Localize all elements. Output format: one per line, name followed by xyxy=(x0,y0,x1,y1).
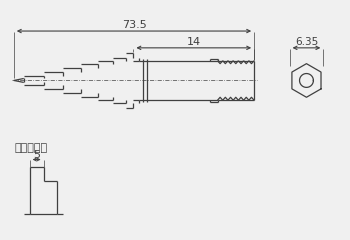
Text: 径間ピッチ: 径間ピッチ xyxy=(15,143,48,153)
Text: 14: 14 xyxy=(187,37,201,47)
Text: 6.35: 6.35 xyxy=(295,37,318,47)
Text: 5: 5 xyxy=(33,150,40,160)
Text: 73.5: 73.5 xyxy=(121,20,146,30)
